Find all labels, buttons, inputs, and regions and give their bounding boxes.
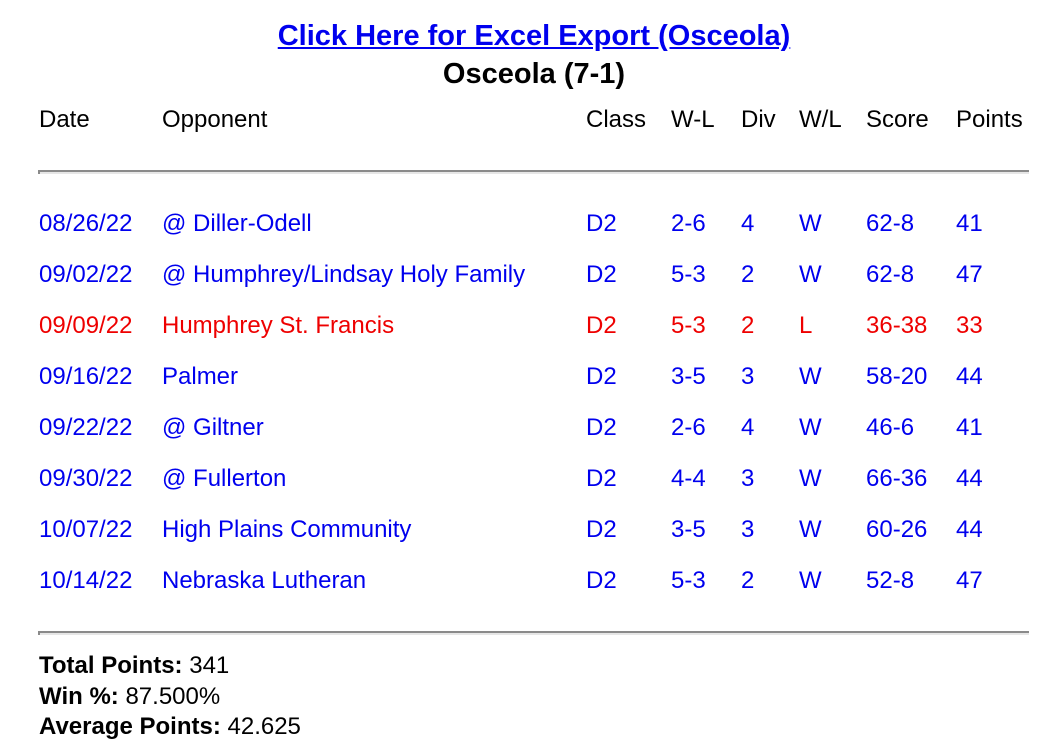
header-date: Date <box>39 106 90 133</box>
team-title: Osceola (7-1) <box>442 58 626 90</box>
cell-opponent: @ Diller-Odell <box>162 210 312 237</box>
cell-class: D2 <box>586 465 617 492</box>
cell-points: 41 <box>956 414 983 441</box>
table-header: Date Opponent Class W-L Div W/L Score Po… <box>0 106 1052 136</box>
header-points: Points <box>956 106 1023 133</box>
summary-total: Total Points: 341 <box>39 652 229 680</box>
header-opponent: Opponent <box>162 106 268 133</box>
cell-score: 62-8 <box>866 261 915 288</box>
cell-points: 33 <box>956 312 983 339</box>
cell-wl-record: 4-4 <box>671 465 706 492</box>
avg-label: Average Points: <box>39 713 221 740</box>
cell-result: W <box>799 567 822 594</box>
cell-wl-record: 2-6 <box>671 210 706 237</box>
cell-div: 3 <box>741 516 755 543</box>
cell-opponent: High Plains Community <box>162 516 412 543</box>
cell-score: 58-20 <box>866 363 928 390</box>
game-row: 09/09/22 Humphrey St. Francis D2 5-3 2 L 36-38… <box>0 312 1052 342</box>
game-row: 09/16/22 Palmer D2 3-5 3 W 58-20 44 <box>0 363 1052 393</box>
game-row: 10/07/22 High Plains Community D2 3-5 3 W 60-2… <box>0 516 1052 546</box>
header-class: Class <box>586 106 647 133</box>
cell-result: W <box>799 516 822 543</box>
cell-points: 47 <box>956 261 983 288</box>
cell-div: 4 <box>741 210 755 237</box>
cell-div: 2 <box>741 567 755 594</box>
cell-opponent: @ Giltner <box>162 414 264 441</box>
cell-wl-record: 5-3 <box>671 567 706 594</box>
cell-wl-record: 3-5 <box>671 363 706 390</box>
cell-class: D2 <box>586 210 617 237</box>
win-label: Win %: <box>39 683 119 710</box>
cell-class: D2 <box>586 363 617 390</box>
cell-score: 52-8 <box>866 567 915 594</box>
cell-points: 44 <box>956 516 983 543</box>
cell-date: 09/09/22 <box>39 312 133 339</box>
header-score: Score <box>866 106 929 133</box>
divider-top <box>38 170 1029 174</box>
cell-div: 4 <box>741 414 755 441</box>
cell-div: 2 <box>741 261 755 288</box>
game-row: 10/14/22 Nebraska Lutheran D2 5-3 2 W 52-8 47 <box>0 567 1052 597</box>
cell-opponent: Humphrey St. Francis <box>162 312 395 339</box>
cell-score: 60-26 <box>866 516 928 543</box>
cell-opponent: @ Fullerton <box>162 465 287 492</box>
cell-class: D2 <box>586 414 617 441</box>
total-label: Total Points: <box>39 652 183 679</box>
cell-score: 66-36 <box>866 465 928 492</box>
cell-opponent: @ Humphrey/Lindsay Holy Family <box>162 261 526 288</box>
cell-result: W <box>799 210 822 237</box>
cell-result: L <box>799 312 813 339</box>
cell-points: 41 <box>956 210 983 237</box>
summary-win: Win %: 87.500% <box>39 683 220 711</box>
cell-class: D2 <box>586 567 617 594</box>
game-row: 08/26/22 @ Diller-Odell D2 2-6 4 W 62-8 41 <box>0 210 1052 240</box>
cell-wl-record: 3-5 <box>671 516 706 543</box>
cell-wl-record: 5-3 <box>671 312 706 339</box>
header-div: Div <box>741 106 776 133</box>
cell-date: 09/16/22 <box>39 363 133 390</box>
cell-date: 10/07/22 <box>39 516 133 543</box>
total-value: 341 <box>189 652 230 679</box>
cell-points: 47 <box>956 567 983 594</box>
cell-date: 09/22/22 <box>39 414 133 441</box>
excel-export-link[interactable]: Click Here for Excel Export (Osceola) <box>277 20 791 52</box>
cell-score: 36-38 <box>866 312 928 339</box>
cell-class: D2 <box>586 261 617 288</box>
cell-opponent: Nebraska Lutheran <box>162 567 367 594</box>
cell-result: W <box>799 414 822 441</box>
cell-points: 44 <box>956 465 983 492</box>
cell-date: 08/26/22 <box>39 210 133 237</box>
header-result: W/L <box>799 106 842 133</box>
cell-points: 44 <box>956 363 983 390</box>
win-value: 87.500% <box>125 683 221 710</box>
cell-wl-record: 2-6 <box>671 414 706 441</box>
avg-value: 42.625 <box>227 713 301 740</box>
cell-date: 09/30/22 <box>39 465 133 492</box>
cell-div: 2 <box>741 312 755 339</box>
divider-bottom <box>38 631 1029 635</box>
cell-opponent: Palmer <box>162 363 239 390</box>
cell-div: 3 <box>741 363 755 390</box>
cell-result: W <box>799 465 822 492</box>
header-wl-record: W-L <box>671 106 715 133</box>
game-row: 09/22/22 @ Giltner D2 2-6 4 W 46-6 41 <box>0 414 1052 444</box>
cell-score: 46-6 <box>866 414 915 441</box>
game-row: 09/02/22 @ Humphrey/Lindsay Holy Family D2… <box>0 261 1052 291</box>
cell-div: 3 <box>741 465 755 492</box>
cell-score: 62-8 <box>866 210 915 237</box>
cell-wl-record: 5-3 <box>671 261 706 288</box>
cell-class: D2 <box>586 312 617 339</box>
cell-class: D2 <box>586 516 617 543</box>
cell-date: 09/02/22 <box>39 261 133 288</box>
cell-result: W <box>799 261 822 288</box>
summary-avg: Average Points: 42.625 <box>39 713 301 741</box>
cell-date: 10/14/22 <box>39 567 133 594</box>
cell-result: W <box>799 363 822 390</box>
game-row: 09/30/22 @ Fullerton D2 4-4 3 W 66-36 44 <box>0 465 1052 495</box>
